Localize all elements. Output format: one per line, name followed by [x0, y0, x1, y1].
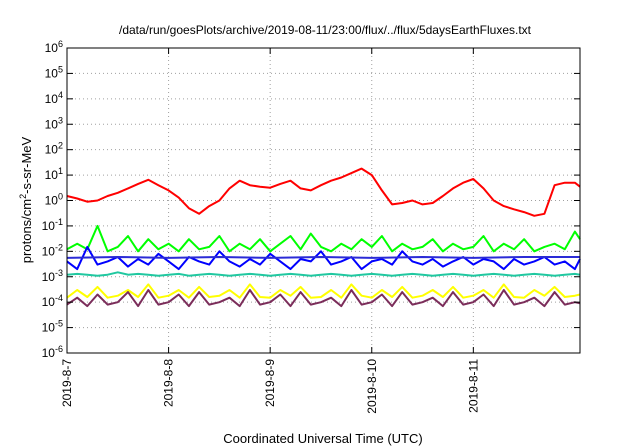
y-tick-exponent: 2: [58, 141, 63, 151]
y-tick-label: 10-4: [42, 293, 63, 309]
y-tick-base: 10: [42, 295, 56, 309]
y-axis-label-rest: -s-sr-MeV: [19, 136, 34, 193]
x-tick-label: 2019-8-11: [466, 359, 480, 413]
y-tick-base: 10: [42, 346, 56, 360]
y-tick-exponent: -1: [55, 217, 63, 227]
y-tick-exponent: -2: [55, 242, 63, 252]
y-axis-label-base: protons/cm: [19, 199, 34, 263]
x-tick-label: 2019-8-10: [365, 359, 379, 414]
series-line-3: [66, 256, 580, 259]
series-line-5: [66, 283, 581, 299]
y-axis-label: protons/cm2-s-sr-MeV: [18, 136, 34, 263]
x-tick-labels: 2019-8-7 2019-8-8 2019-8-9 2019-8-10 2019-8-…: [60, 359, 480, 414]
y-tick-exponent: 4: [58, 90, 63, 100]
y-tick-label: 10-1: [42, 217, 63, 233]
y-tick-base: 10: [45, 168, 59, 182]
y-tick-label: 10-6: [42, 344, 63, 360]
series-line-4: [66, 271, 581, 277]
y-tick-label: 10-3: [42, 268, 63, 284]
series-line-1: [66, 224, 581, 253]
y-tick-exponent: -6: [55, 344, 63, 354]
y-tick-label: 103: [45, 115, 63, 131]
y-tick-exponent: 5: [58, 64, 63, 74]
y-tick-label: 101: [45, 166, 63, 182]
y-tick-label: 104: [45, 90, 63, 106]
chart-title: /data/run/goesPlots/archive/2019-08-11/2…: [119, 23, 532, 37]
y-tick-base: 10: [45, 41, 59, 55]
y-axis-label-sup: 2: [18, 194, 28, 199]
y-tick-exponent: 3: [58, 115, 63, 125]
y-tick-label: 100: [45, 192, 63, 208]
y-tick-base: 10: [45, 194, 59, 208]
y-tick-base: 10: [45, 92, 59, 106]
y-tick-base: 10: [42, 244, 56, 258]
x-axis-label: Coordinated Universal Time (UTC): [223, 431, 422, 446]
y-tick-exponent: -4: [55, 293, 63, 303]
x-tick-label: 2019-8-7: [60, 359, 74, 407]
y-tick-exponent: -5: [55, 319, 63, 329]
grid: [67, 48, 580, 353]
y-tick-base: 10: [42, 219, 56, 233]
y-tick-exponent: 0: [58, 192, 63, 202]
series-layer: [66, 167, 581, 308]
series-line-0: [66, 167, 581, 217]
y-tick-base: 10: [45, 143, 59, 157]
y-tick-exponent: -3: [55, 268, 63, 278]
axis-ticks: [66, 47, 580, 354]
x-tick-label: 2019-8-8: [162, 359, 176, 407]
y-tick-exponent: 6: [58, 39, 63, 49]
y-tick-label: 10-5: [42, 319, 63, 335]
x-tick-label: 2019-8-9: [263, 359, 277, 407]
y-tick-base: 10: [42, 321, 56, 335]
y-tick-base: 10: [45, 66, 59, 80]
y-tick-labels: 10610510410310210110010-110-210-310-410-…: [42, 39, 63, 360]
y-tick-label: 106: [45, 39, 63, 55]
y-tick-label: 10-2: [42, 242, 63, 258]
y-tick-exponent: 1: [58, 166, 63, 176]
y-tick-base: 10: [42, 270, 56, 284]
y-tick-base: 10: [45, 117, 59, 131]
y-tick-label: 105: [45, 64, 63, 80]
y-tick-label: 102: [45, 141, 63, 157]
series-line-6: [66, 289, 581, 308]
